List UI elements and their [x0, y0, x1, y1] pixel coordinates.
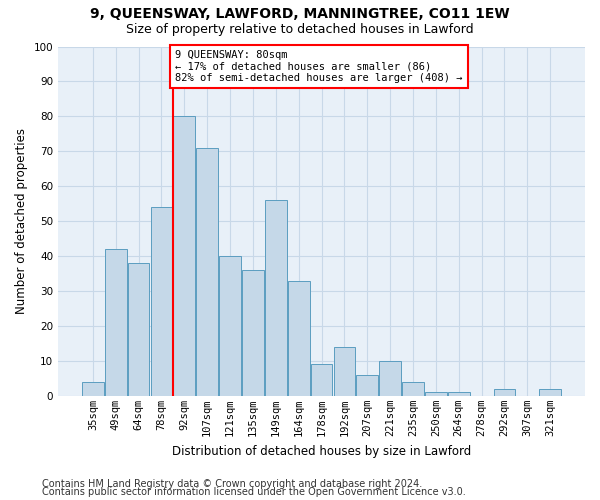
Bar — [128, 263, 149, 396]
Bar — [402, 382, 424, 396]
Bar — [288, 280, 310, 396]
Bar — [334, 347, 355, 396]
Bar — [265, 200, 287, 396]
Text: Contains public sector information licensed under the Open Government Licence v3: Contains public sector information licen… — [42, 487, 466, 497]
Bar — [448, 392, 470, 396]
Bar — [311, 364, 332, 396]
Text: 9, QUEENSWAY, LAWFORD, MANNINGTREE, CO11 1EW: 9, QUEENSWAY, LAWFORD, MANNINGTREE, CO11… — [90, 8, 510, 22]
Bar — [494, 389, 515, 396]
Bar — [242, 270, 264, 396]
Bar — [173, 116, 195, 396]
Bar — [425, 392, 447, 396]
Bar — [219, 256, 241, 396]
Bar — [196, 148, 218, 396]
Y-axis label: Number of detached properties: Number of detached properties — [15, 128, 28, 314]
Bar — [539, 389, 561, 396]
Bar — [82, 382, 104, 396]
Text: 9 QUEENSWAY: 80sqm
← 17% of detached houses are smaller (86)
82% of semi-detache: 9 QUEENSWAY: 80sqm ← 17% of detached hou… — [175, 50, 463, 83]
Text: Size of property relative to detached houses in Lawford: Size of property relative to detached ho… — [126, 22, 474, 36]
Text: Contains HM Land Registry data © Crown copyright and database right 2024.: Contains HM Land Registry data © Crown c… — [42, 479, 422, 489]
Bar — [151, 207, 172, 396]
Bar — [379, 361, 401, 396]
Bar — [356, 375, 378, 396]
Bar — [105, 249, 127, 396]
X-axis label: Distribution of detached houses by size in Lawford: Distribution of detached houses by size … — [172, 444, 471, 458]
